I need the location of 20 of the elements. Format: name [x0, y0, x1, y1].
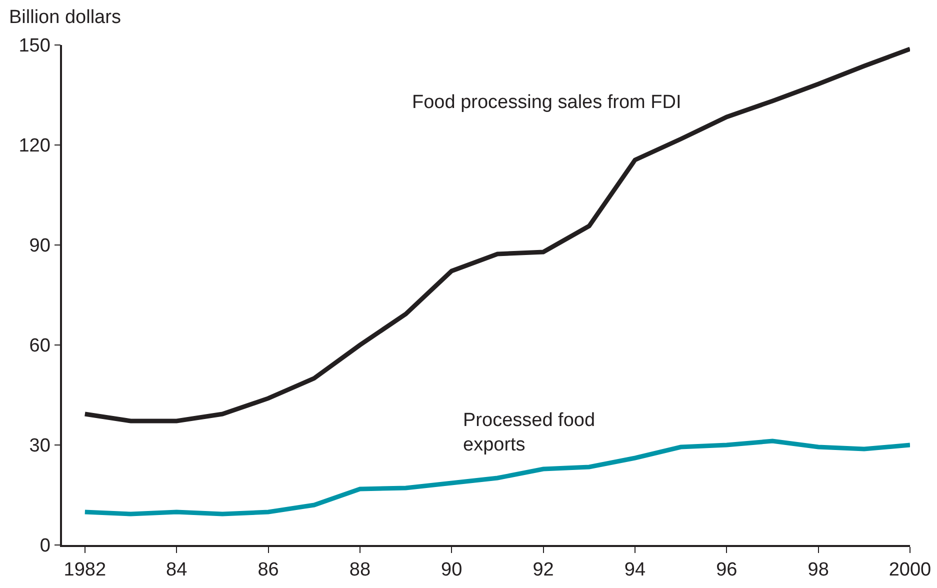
x-tick-label: 88 [349, 560, 371, 581]
y-tick-label: 150 [18, 36, 50, 57]
x-tick-label: 2000 [888, 560, 932, 581]
x-tick-label: 90 [441, 560, 462, 581]
series-label: Processed food exports [463, 410, 596, 456]
line-series [82, 438, 910, 516]
x-tick-label: 1982 [64, 560, 106, 581]
x-tick-label: 96 [716, 560, 738, 581]
y-tick-label: 0 [40, 536, 50, 557]
x-tick-label: 86 [258, 560, 279, 581]
y-tick-label: 120 [18, 136, 50, 157]
x-tick-label: 92 [532, 560, 554, 581]
series-label: Food processing sales from FDI [412, 92, 682, 113]
y-tick-label: 90 [29, 236, 50, 257]
y-tick-label: 30 [29, 436, 50, 457]
x-tick-label: 98 [808, 560, 829, 581]
y-axis-title: Billion dollars [9, 7, 121, 28]
y-tick-label: 60 [29, 336, 50, 357]
x-tick-label: 94 [624, 560, 646, 581]
x-tick-label: 84 [166, 560, 188, 581]
